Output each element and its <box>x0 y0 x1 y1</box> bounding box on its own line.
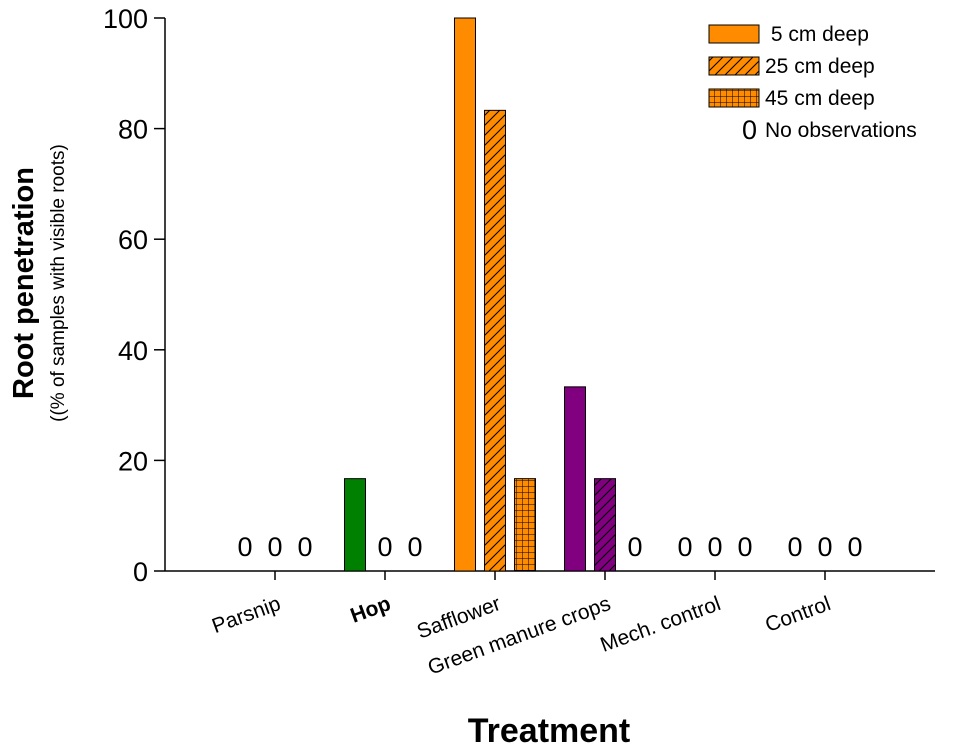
bar <box>594 478 616 572</box>
axes <box>164 18 935 572</box>
bar <box>454 17 476 572</box>
bar <box>514 478 536 572</box>
category-label: Parsnip <box>209 592 284 638</box>
legend-label: 25 cm deep <box>765 55 875 78</box>
legend: 5 cm deep 25 cm deep 45 cm deep 0 No observa… <box>708 23 917 145</box>
zero-marker: 0 <box>407 532 422 562</box>
legend-zero-symbol: 0 <box>742 115 757 145</box>
y-tick-label: 20 <box>118 446 148 476</box>
legend-swatch <box>708 24 760 44</box>
zero-marker: 0 <box>847 532 862 562</box>
zero-marker: 0 <box>817 532 832 562</box>
zero-marker: 0 <box>677 532 692 562</box>
legend-swatch <box>708 88 760 108</box>
zero-marker: 0 <box>707 532 722 562</box>
y-ticks: 0 20 40 60 80 100 <box>103 4 165 587</box>
bars <box>344 17 616 572</box>
bar <box>344 478 366 572</box>
y-axis-subtitle: ((% of samples with visible roots) <box>48 144 69 422</box>
zero-marker: 0 <box>787 532 802 562</box>
category-label: Green manure crops <box>425 592 614 679</box>
legend-label: 5 cm deep <box>765 23 869 46</box>
zero-marker: 0 <box>627 532 642 562</box>
bar <box>564 386 586 572</box>
legend-label: 45 cm deep <box>765 87 875 110</box>
zero-marker: 0 <box>267 532 282 562</box>
y-tick-label: 100 <box>103 4 148 34</box>
legend-swatch <box>708 56 760 76</box>
y-tick-label: 0 <box>133 557 148 587</box>
zero-marker: 0 <box>737 532 752 562</box>
zero-marker: 0 <box>297 532 312 562</box>
zero-marker: 0 <box>237 532 252 562</box>
y-tick-label: 60 <box>118 225 148 255</box>
category-label: Mech. control <box>597 592 723 657</box>
y-axis-title: Root penetration <box>8 167 40 399</box>
legend-label: No observations <box>765 119 917 142</box>
x-axis-title: Treatment <box>468 712 631 748</box>
category-label: Hop <box>347 592 393 628</box>
y-tick-label: 80 <box>118 115 148 145</box>
bar <box>484 109 506 572</box>
zero-marker: 0 <box>377 532 392 562</box>
y-tick-label: 40 <box>118 336 148 366</box>
category-label: Control <box>762 592 833 637</box>
